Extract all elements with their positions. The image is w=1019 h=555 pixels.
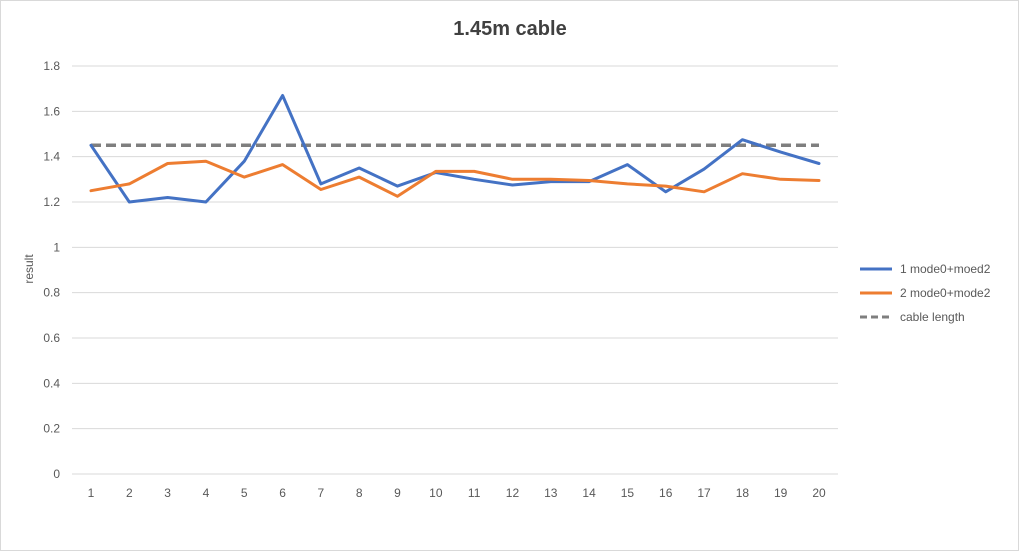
y-tick-label: 1.8 xyxy=(43,59,60,73)
y-tick-label: 0.6 xyxy=(43,331,60,345)
y-tick-label: 0.8 xyxy=(43,286,60,300)
x-tick-label: 9 xyxy=(394,486,401,500)
x-tick-label: 14 xyxy=(582,486,596,500)
series-lines xyxy=(89,94,821,204)
y-tick-labels: 0 0.2 0.4 0.6 0.8 1 1.2 1.4 1.6 1.8 xyxy=(43,59,60,481)
y-tick-label: 0.2 xyxy=(43,422,60,436)
x-tick-label: 6 xyxy=(279,486,286,500)
x-tick-label: 11 xyxy=(468,486,481,500)
x-tick-label: 1 xyxy=(88,486,95,500)
legend-label: 1 mode0+moed2 xyxy=(900,262,991,276)
series-line-2 xyxy=(89,159,821,198)
y-tick-label: 0.4 xyxy=(43,376,60,390)
x-tick-label: 7 xyxy=(318,486,325,500)
legend-label: cable length xyxy=(900,310,965,324)
y-tick-label: 1 xyxy=(53,240,60,254)
x-tick-label: 2 xyxy=(126,486,133,500)
x-tick-labels: 1 2 3 4 5 6 7 8 9 10 11 12 13 14 15 16 17 18 19 20 xyxy=(88,486,826,500)
x-tick-label: 17 xyxy=(697,486,711,500)
x-tick-label: 13 xyxy=(544,486,558,500)
x-tick-label: 15 xyxy=(621,486,635,500)
x-tick-label: 10 xyxy=(429,486,443,500)
x-tick-label: 3 xyxy=(164,486,171,500)
x-tick-label: 20 xyxy=(812,486,826,500)
x-tick-label: 19 xyxy=(774,486,788,500)
x-tick-label: 8 xyxy=(356,486,363,500)
legend-label: 2 mode0+mode2 xyxy=(900,286,991,300)
x-tick-label: 4 xyxy=(203,486,210,500)
gridlines xyxy=(72,65,838,475)
chart-title: 1.45m cable xyxy=(453,18,566,40)
x-tick-label: 16 xyxy=(659,486,673,500)
y-tick-label: 0 xyxy=(53,467,60,481)
y-tick-label: 1.2 xyxy=(43,195,60,209)
y-tick-label: 1.6 xyxy=(43,104,60,118)
y-tick-label: 1.4 xyxy=(43,150,60,164)
x-tick-label: 18 xyxy=(736,486,750,500)
x-tick-label: 5 xyxy=(241,486,248,500)
legend: 1 mode0+moed2 2 mode0+mode2 cable length xyxy=(860,262,991,324)
x-tick-label: 12 xyxy=(506,486,520,500)
series-line-1 xyxy=(89,94,821,204)
y-axis-label: result xyxy=(22,254,36,284)
